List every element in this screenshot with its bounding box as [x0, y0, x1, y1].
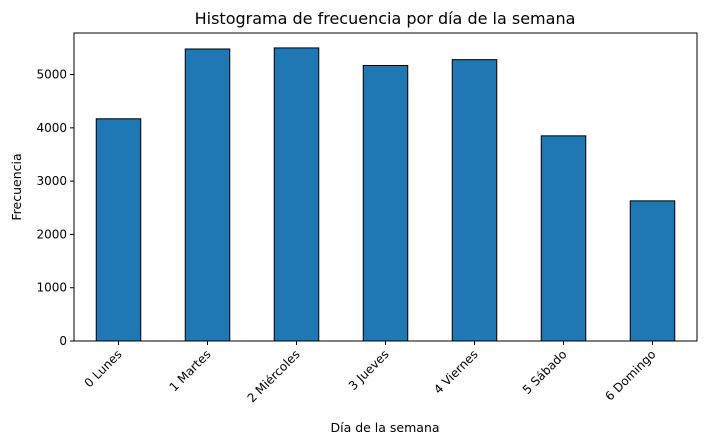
y-tick-label-3: 3000 [36, 174, 67, 188]
plot-frame [73, 32, 698, 342]
x-tick-label-4: 4 Viernes [431, 347, 481, 397]
x-tick-label-1: 1 Martes [167, 347, 214, 394]
x-tick-label-5: 5 Sábado [520, 347, 570, 397]
bar-4 [451, 59, 498, 342]
y-tick-label-0: 0 [59, 334, 67, 348]
y-tick-label-2: 2000 [36, 227, 67, 241]
y-axis: 0 1000 2000 3000 4000 5000 [36, 68, 74, 348]
y-tick-label-5: 5000 [36, 68, 67, 82]
y-tick-label-4: 4000 [36, 121, 67, 135]
x-tick-label-0: 0 Lunes [82, 347, 125, 390]
bar-0 [95, 118, 142, 342]
y-axis-label: Frecuencia [9, 153, 24, 220]
bar-1 [184, 48, 231, 342]
x-tick-label-6: 6 Domingo [602, 347, 658, 403]
y-tick-label-1: 1000 [36, 281, 67, 295]
bars-group [95, 47, 676, 342]
bar-5 [540, 135, 587, 342]
bar-6 [629, 200, 676, 342]
bar-2 [273, 47, 320, 342]
x-tick-label-2: 2 Miércoles [245, 347, 303, 405]
x-tick-label-3: 3 Jueves [346, 347, 392, 393]
bar-3 [362, 65, 409, 342]
x-axis-label: Día de la semana [330, 420, 439, 435]
x-axis: 0 Lunes 1 Martes 2 Miércoles 3 Jueves 4 Vier… [82, 341, 659, 405]
chart-title: Histograma de frecuencia por día de la s… [195, 9, 576, 28]
